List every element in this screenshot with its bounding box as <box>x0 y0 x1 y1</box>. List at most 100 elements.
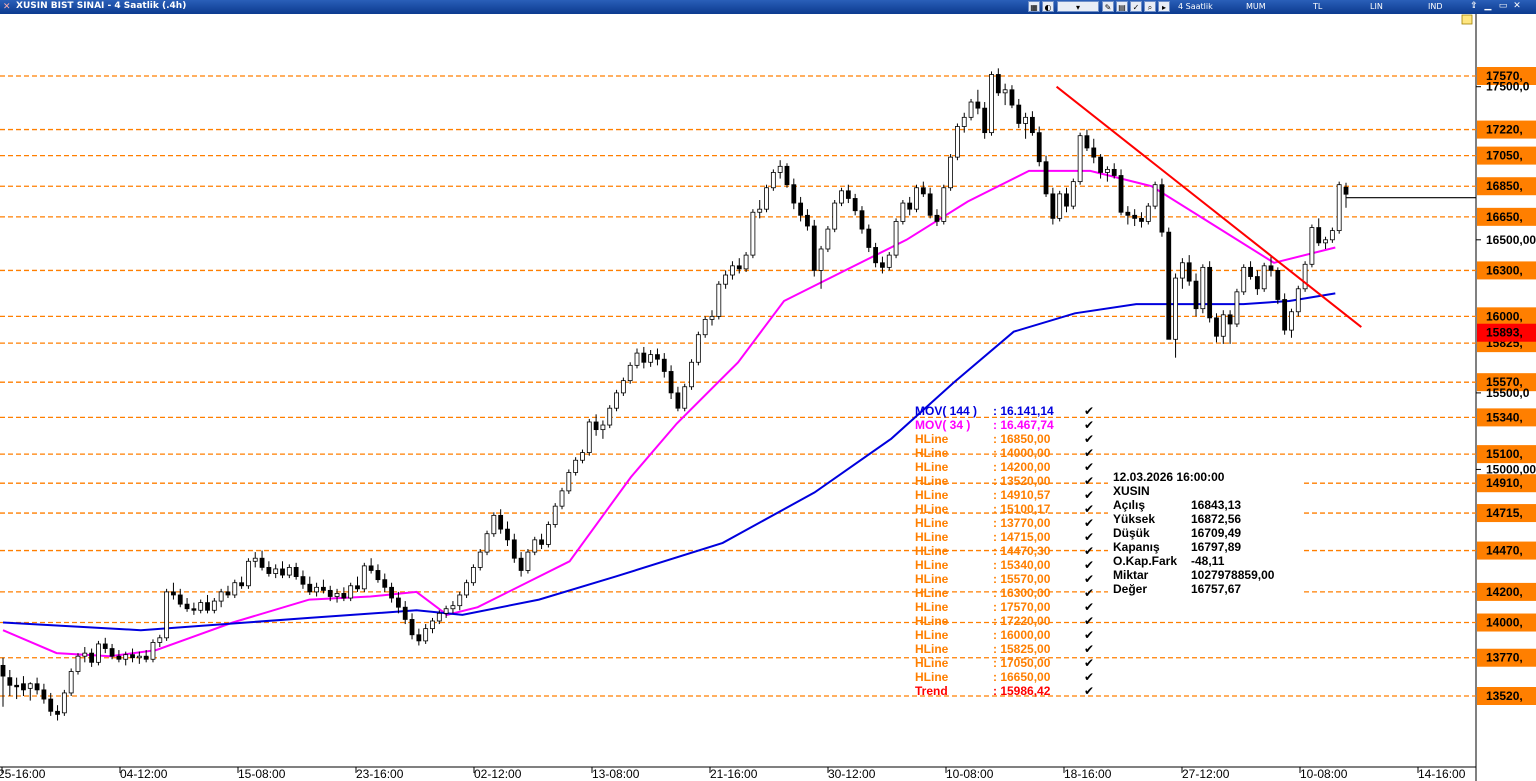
candle[interactable] <box>136 651 142 664</box>
candle[interactable] <box>1186 255 1192 286</box>
candle[interactable] <box>641 346 647 369</box>
candle[interactable] <box>1282 293 1288 335</box>
candle[interactable] <box>873 242 879 268</box>
candle[interactable] <box>866 224 872 253</box>
candle[interactable] <box>723 270 729 289</box>
close-icon[interactable]: ✕ <box>1513 1 1521 11</box>
candle[interactable] <box>702 316 708 338</box>
candle[interactable] <box>914 184 919 213</box>
candle[interactable] <box>825 226 831 253</box>
plot-area[interactable] <box>0 14 1476 767</box>
candle[interactable] <box>382 573 388 592</box>
candle[interactable] <box>955 123 960 161</box>
candle[interactable] <box>764 184 769 213</box>
candle[interactable] <box>1132 209 1138 227</box>
candle[interactable] <box>341 587 347 602</box>
candle[interactable] <box>314 582 319 597</box>
candle[interactable] <box>784 163 790 188</box>
candle[interactable] <box>150 639 156 663</box>
candle[interactable] <box>1200 264 1206 314</box>
legend-check-icon[interactable]: ✔ <box>1084 642 1094 656</box>
candle[interactable] <box>511 533 517 563</box>
candle[interactable] <box>859 206 865 234</box>
candle[interactable] <box>634 348 640 369</box>
candle[interactable] <box>920 181 926 197</box>
candle[interactable] <box>1323 236 1328 249</box>
candle[interactable] <box>989 71 994 136</box>
toolbar-check-icon[interactable]: ✓ <box>1130 1 1142 12</box>
candle[interactable] <box>232 579 238 599</box>
candle[interactable] <box>1248 261 1253 280</box>
legend-check-icon[interactable]: ✔ <box>1084 656 1094 670</box>
candle[interactable] <box>948 154 953 191</box>
candle[interactable] <box>1098 154 1103 179</box>
candle[interactable] <box>273 564 279 579</box>
candle[interactable] <box>266 561 272 577</box>
candle[interactable] <box>430 617 435 634</box>
legend-check-icon[interactable]: ✔ <box>1084 460 1094 474</box>
candle[interactable] <box>593 414 599 436</box>
candle[interactable] <box>695 331 701 366</box>
candle[interactable] <box>1091 138 1097 164</box>
candle[interactable] <box>893 218 899 259</box>
candle[interactable] <box>1173 273 1178 358</box>
candle[interactable] <box>600 420 606 439</box>
pin-icon[interactable]: ⇪ <box>1470 1 1478 11</box>
candle[interactable] <box>798 196 804 222</box>
candle[interactable] <box>716 281 722 320</box>
candle[interactable] <box>1104 166 1110 182</box>
minimize-icon[interactable]: ▁ <box>1484 1 1492 11</box>
toolbar-dropdown[interactable]: ▾ <box>1057 1 1099 12</box>
maximize-icon[interactable]: ▭ <box>1498 1 1508 11</box>
candle[interactable] <box>1329 227 1335 243</box>
candle[interactable] <box>361 562 367 592</box>
candle[interactable] <box>218 588 224 608</box>
candle[interactable] <box>450 601 456 614</box>
candle[interactable] <box>777 160 783 179</box>
candle[interactable] <box>171 582 176 600</box>
toolbar-pencil-icon[interactable]: ✎ <box>1102 1 1114 12</box>
candle[interactable] <box>205 594 210 614</box>
candle[interactable] <box>757 200 763 219</box>
candle[interactable] <box>27 682 33 701</box>
candle[interactable] <box>668 365 674 400</box>
legend-check-icon[interactable]: ✔ <box>1084 446 1094 460</box>
candle[interactable] <box>1043 155 1049 197</box>
candle[interactable] <box>1214 313 1219 343</box>
candle[interactable] <box>941 184 947 225</box>
candle[interactable] <box>1152 181 1158 210</box>
candle[interactable] <box>614 389 619 412</box>
candle[interactable] <box>1166 227 1172 340</box>
candle[interactable] <box>164 588 170 641</box>
candle[interactable] <box>518 552 524 577</box>
candle[interactable] <box>968 98 974 121</box>
candle[interactable] <box>293 562 299 580</box>
candle[interactable] <box>559 487 565 510</box>
candle[interactable] <box>552 503 558 528</box>
toolbar-zoom-icon[interactable]: ⌕ <box>1144 1 1156 12</box>
candle[interactable] <box>655 348 660 366</box>
candle[interactable] <box>1009 85 1015 109</box>
candle[interactable] <box>682 383 688 412</box>
candle[interactable] <box>1036 126 1042 167</box>
trend-line[interactable] <box>1055 85 1362 328</box>
candle[interactable] <box>832 200 838 233</box>
candle[interactable] <box>211 598 217 614</box>
candle[interactable] <box>566 469 572 494</box>
candle[interactable] <box>423 624 429 644</box>
candle[interactable] <box>1295 285 1301 317</box>
candle[interactable] <box>225 585 231 599</box>
legend-check-icon[interactable]: ✔ <box>1084 670 1094 684</box>
toolbar-grid-icon[interactable]: ▤ <box>1116 1 1128 12</box>
candle[interactable] <box>1023 112 1028 139</box>
legend-check-icon[interactable]: ✔ <box>1084 474 1094 488</box>
legend-check-icon[interactable]: ✔ <box>1084 628 1094 642</box>
candle[interactable] <box>627 362 633 384</box>
candle[interactable] <box>157 634 163 648</box>
candle[interactable] <box>1111 163 1117 179</box>
candle[interactable] <box>927 187 933 219</box>
toolbar-palette-icon[interactable]: ◐ <box>1042 1 1054 12</box>
candle[interactable] <box>409 613 415 640</box>
candle[interactable] <box>1193 273 1199 317</box>
candle[interactable] <box>1030 111 1035 136</box>
